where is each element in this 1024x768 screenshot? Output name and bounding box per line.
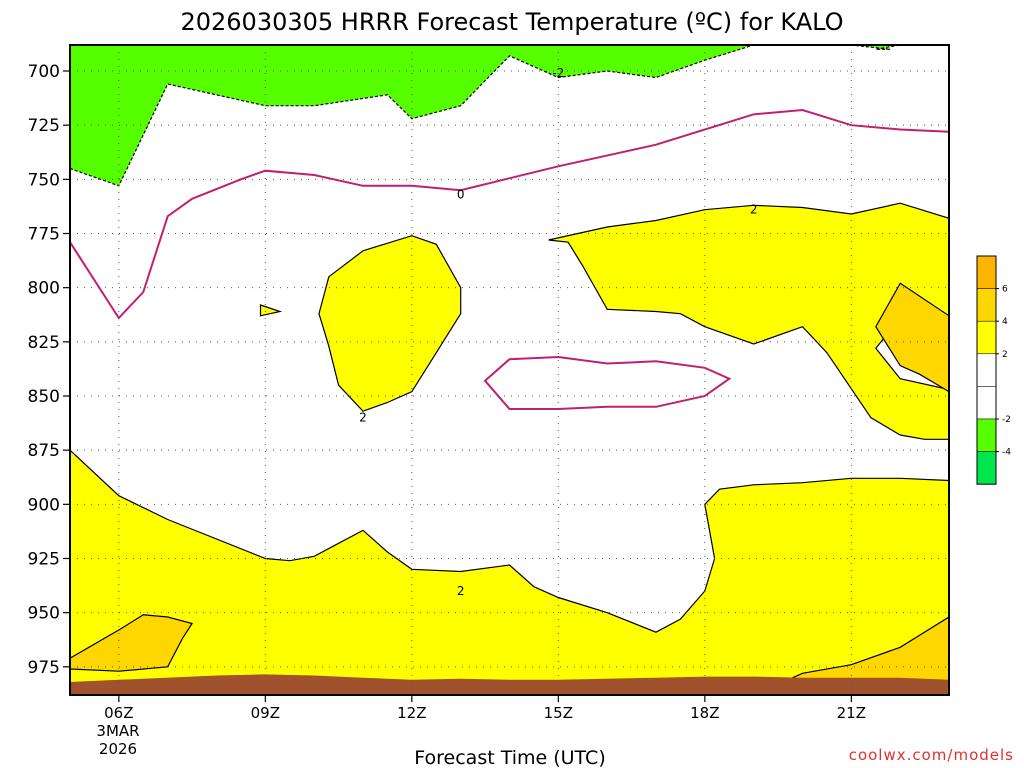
chart-title: 2026030305 HRRR Forecast Temperature (ºC…	[180, 8, 843, 36]
colorbar-label-4: -4	[1002, 448, 1011, 458]
contour-label-2: 2	[750, 203, 758, 217]
colorbar-swatch-0	[976, 255, 997, 289]
x-axis: 06Z 09Z 12Z 15Z 18Z 21Z	[104, 695, 866, 722]
colorbar-label-2: 2	[1002, 350, 1008, 360]
colorbar-label-1: 4	[1002, 317, 1008, 327]
y-tick-label-800: 800	[28, 279, 60, 299]
y-tick-label-950: 950	[28, 604, 60, 624]
x-tick-label-18z: 18Z	[690, 704, 719, 722]
y-tick-label-875: 875	[28, 441, 60, 461]
x-tick-label-15z: 15Z	[544, 704, 573, 722]
warm-region-upper-right	[548, 202, 949, 440]
warm-region-bottom	[70, 449, 949, 695]
plot-area	[70, 45, 949, 695]
terrain-fill	[70, 674, 949, 695]
colorbar-swatch-2	[976, 320, 997, 355]
warmer-region-left	[70, 614, 194, 672]
y-tick-label-900: 900	[28, 495, 60, 515]
warmer-region-right	[875, 282, 949, 393]
colorbar-swatch-3	[976, 353, 997, 387]
contour-label-4: 2	[457, 584, 465, 598]
y-tick-label-975: 975	[28, 658, 60, 678]
x-axis-label: Forecast Time (UTC)	[414, 747, 605, 768]
zero-degree-contour	[70, 108, 949, 320]
plot-frame	[69, 44, 950, 696]
zero-degree-contour-loop	[483, 355, 732, 410]
x-tick-label-06z: 06Z	[104, 704, 133, 722]
x-tick-label-21z: 21Z	[837, 704, 866, 722]
warm-region-middle	[318, 235, 462, 412]
colorbar-swatch-1	[976, 288, 997, 322]
y-tick-label-750: 750	[28, 170, 60, 190]
x-tick-label-12z: 12Z	[397, 704, 426, 722]
colorbar-swatch-4	[976, 386, 997, 420]
y-axis: 700 725 750 775 800 825 850 875 900 925 950 975	[28, 62, 70, 678]
contour-label-1: 0	[457, 188, 465, 202]
x-date-line-1: 3MAR	[96, 722, 139, 740]
contour-label-3: 2	[359, 411, 367, 425]
colorbar: 6 4 2 -2 -4	[976, 255, 1011, 485]
contour-label-0: -2	[552, 66, 564, 80]
cold-region-top-right	[851, 45, 901, 50]
x-tick-label-09z: 09Z	[251, 704, 280, 722]
colorbar-label-0: 6	[1002, 285, 1008, 295]
colorbar-swatch-5	[976, 418, 997, 452]
warm-region-small	[259, 304, 283, 317]
y-tick-label-925: 925	[28, 550, 60, 570]
x-date-line-2: 2026	[99, 740, 137, 758]
y-tick-label-700: 700	[28, 62, 60, 82]
colorbar-frame	[976, 255, 997, 485]
y-tick-label-850: 850	[28, 387, 60, 407]
colorbar-swatch-6	[976, 451, 997, 485]
y-tick-label-775: 775	[28, 225, 60, 245]
y-tick-label-825: 825	[28, 333, 60, 353]
y-tick-label-725: 725	[28, 116, 60, 136]
source-credit: coolwx.com/models	[849, 746, 1014, 764]
colorbar-label-3: -2	[1002, 415, 1011, 425]
contour-labels: -2 0 2 2 2	[359, 66, 758, 598]
